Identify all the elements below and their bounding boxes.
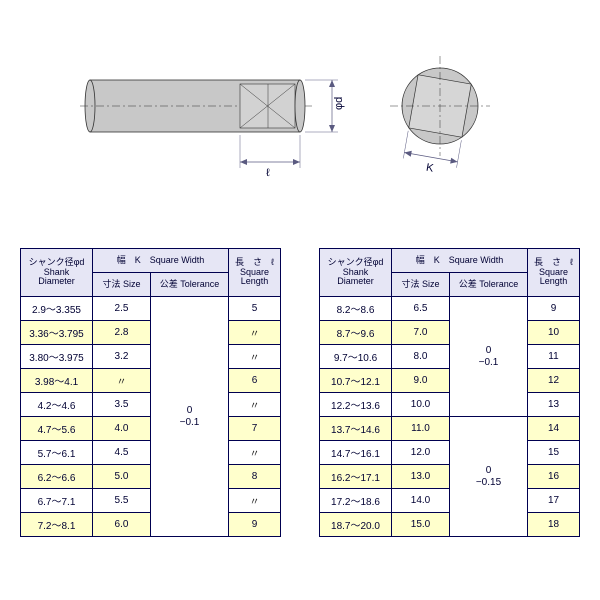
table-cell: 4.7～5.6 <box>21 417 93 441</box>
table-cell: 〃 <box>93 369 151 393</box>
label-k: K <box>425 162 435 175</box>
hdr-width: 幅 K Square Width <box>93 249 229 273</box>
table-cell: 6.5 <box>392 297 450 321</box>
table-cell: 13.7～14.6 <box>320 417 392 441</box>
hdr-shank-en2: Diameter <box>38 276 75 286</box>
table-cell: 13.0 <box>392 465 450 489</box>
tolerance-cell: 0−0.15 <box>450 417 528 537</box>
table-cell: 14.7～16.1 <box>320 441 392 465</box>
table-cell: 〃 <box>229 345 281 369</box>
spec-table-right: シャンク径φd Shank Diameter 幅 K Square Width … <box>319 248 580 537</box>
table-cell: 10.7～12.1 <box>320 369 392 393</box>
table-cell: 17.2～18.6 <box>320 489 392 513</box>
table-cell: 8.7～9.6 <box>320 321 392 345</box>
table-cell: 12.2～13.6 <box>320 393 392 417</box>
table-cell: 5.5 <box>93 489 151 513</box>
table-row: 13.7～14.611.00−0.1514 <box>320 417 580 441</box>
table-cell: 2.5 <box>93 297 151 321</box>
technical-diagram: φd ℓ <box>80 40 520 210</box>
tolerance-cell: 0−0.1 <box>450 297 528 417</box>
table-cell: 7.2～8.1 <box>21 513 93 537</box>
table-cell: 16 <box>528 465 580 489</box>
table-cell: 〃 <box>229 321 281 345</box>
table-cell: 4.5 <box>93 441 151 465</box>
table-cell: 7.0 <box>392 321 450 345</box>
table-cell: 9 <box>229 513 281 537</box>
table-cell: 12 <box>528 369 580 393</box>
table-header: シャンク径φd Shank Diameter 幅 K Square Width … <box>320 249 580 297</box>
table-cell: 3.2 <box>93 345 151 369</box>
table-cell: 18.7～20.0 <box>320 513 392 537</box>
table-cell: 3.80～3.975 <box>21 345 93 369</box>
table-cell: 6 <box>229 369 281 393</box>
table-cell: 11.0 <box>392 417 450 441</box>
table-cell: 2.9～3.355 <box>21 297 93 321</box>
table-cell: 2.8 <box>93 321 151 345</box>
label-phi-d: φd <box>333 97 345 110</box>
table-cell: 15 <box>528 441 580 465</box>
table-cell: 〃 <box>229 393 281 417</box>
table-cell: 6.0 <box>93 513 151 537</box>
table-cell: 6.7～7.1 <box>21 489 93 513</box>
table-cell: 3.5 <box>93 393 151 417</box>
hdr-len-jp: 長 さ ℓ <box>235 257 274 267</box>
table-cell: 4.2～4.6 <box>21 393 93 417</box>
table-cell: 17 <box>528 489 580 513</box>
table-cell: 8.0 <box>392 345 450 369</box>
table-cell: 12.0 <box>392 441 450 465</box>
table-cell: 5.7～6.1 <box>21 441 93 465</box>
table-cell: 3.98～4.1 <box>21 369 93 393</box>
hdr-shank-en1: Shank <box>44 267 70 277</box>
table-cell: 13 <box>528 393 580 417</box>
table-cell: 16.2～17.1 <box>320 465 392 489</box>
tolerance-cell: 0−0.1 <box>151 297 229 537</box>
table-cell: 7 <box>229 417 281 441</box>
table-cell: 4.0 <box>93 417 151 441</box>
table-cell: 3.36～3.795 <box>21 321 93 345</box>
table-header: シャンク径φd Shank Diameter 幅 K Square Width … <box>21 249 281 297</box>
spec-table-left: シャンク径φd Shank Diameter 幅 K Square Width … <box>20 248 281 537</box>
table-cell: 8.2～8.6 <box>320 297 392 321</box>
table-cell: 9.7～10.6 <box>320 345 392 369</box>
table-cell: 9 <box>528 297 580 321</box>
table-cell: 〃 <box>229 441 281 465</box>
table-cell: 9.0 <box>392 369 450 393</box>
table-row: 8.2～8.66.50−0.19 <box>320 297 580 321</box>
table-cell: 11 <box>528 345 580 369</box>
table-cell: 14.0 <box>392 489 450 513</box>
end-view: K <box>390 56 490 179</box>
label-ell: ℓ <box>266 167 270 179</box>
table-cell: 10.0 <box>392 393 450 417</box>
table-cell: 8 <box>229 465 281 489</box>
table-cell: 5 <box>229 297 281 321</box>
table-cell: 6.2～6.6 <box>21 465 93 489</box>
table-cell: 18 <box>528 513 580 537</box>
table-cell: 15.0 <box>392 513 450 537</box>
hdr-len-en1: Square <box>240 267 269 277</box>
table-cell: 14 <box>528 417 580 441</box>
table-cell: 10 <box>528 321 580 345</box>
table-cell: 〃 <box>229 489 281 513</box>
hdr-len-en2: Length <box>241 276 269 286</box>
side-view: φd ℓ <box>80 80 345 179</box>
hdr-shank-jp: シャンク径φd <box>29 257 85 267</box>
table-cell: 5.0 <box>93 465 151 489</box>
table-row: 2.9～3.3552.50−0.15 <box>21 297 281 321</box>
